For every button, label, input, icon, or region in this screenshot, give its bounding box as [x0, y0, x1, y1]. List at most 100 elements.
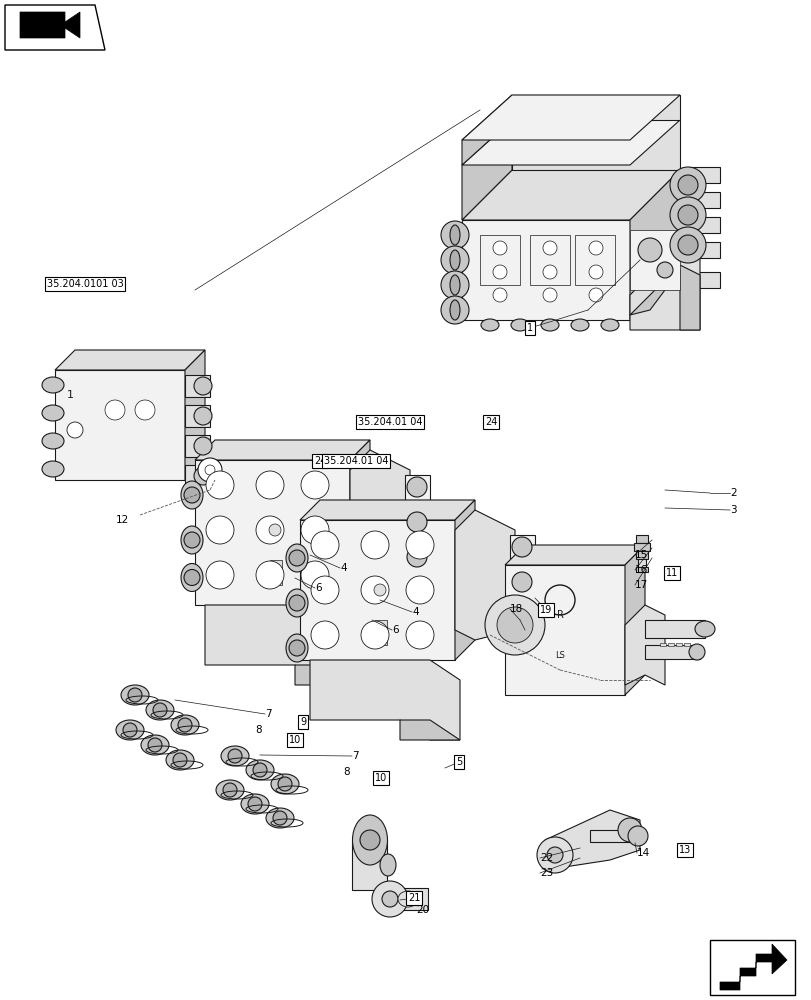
Circle shape — [371, 881, 407, 917]
Ellipse shape — [600, 319, 618, 331]
Circle shape — [194, 377, 212, 395]
Text: 15: 15 — [634, 550, 647, 560]
Ellipse shape — [146, 700, 174, 720]
Circle shape — [277, 777, 292, 791]
Bar — [270, 560, 281, 585]
Text: 8: 8 — [255, 725, 261, 735]
Bar — [351, 840, 387, 890]
Circle shape — [311, 576, 338, 604]
Circle shape — [440, 221, 469, 249]
Circle shape — [223, 783, 237, 797]
Polygon shape — [195, 440, 370, 460]
Polygon shape — [512, 95, 679, 120]
Polygon shape — [461, 170, 679, 220]
Circle shape — [588, 265, 603, 279]
Polygon shape — [350, 450, 410, 585]
Bar — [637, 559, 646, 567]
Circle shape — [255, 471, 284, 499]
Bar — [689, 272, 719, 288]
Bar — [574, 235, 614, 285]
Circle shape — [361, 531, 388, 559]
Polygon shape — [504, 565, 624, 695]
Text: 22: 22 — [539, 853, 552, 863]
Ellipse shape — [480, 319, 499, 331]
Circle shape — [178, 718, 191, 732]
Circle shape — [289, 640, 305, 656]
Ellipse shape — [221, 746, 249, 766]
Text: 4: 4 — [340, 563, 346, 573]
Ellipse shape — [171, 715, 199, 735]
Circle shape — [228, 749, 242, 763]
Circle shape — [194, 437, 212, 455]
Circle shape — [669, 227, 705, 263]
Circle shape — [406, 621, 433, 649]
Ellipse shape — [449, 275, 460, 295]
Polygon shape — [512, 120, 679, 170]
Ellipse shape — [216, 780, 243, 800]
Text: 35.204.0101 03: 35.204.0101 03 — [46, 279, 123, 289]
Circle shape — [198, 458, 221, 482]
Ellipse shape — [449, 250, 460, 270]
Circle shape — [128, 688, 142, 702]
Circle shape — [152, 703, 167, 717]
Ellipse shape — [181, 526, 203, 554]
Text: 23: 23 — [539, 868, 552, 878]
Polygon shape — [629, 170, 679, 320]
Polygon shape — [454, 510, 514, 640]
Text: 10: 10 — [289, 735, 301, 745]
Circle shape — [148, 738, 162, 752]
Text: 6: 6 — [392, 625, 398, 635]
Circle shape — [255, 516, 284, 544]
Circle shape — [204, 465, 215, 475]
Polygon shape — [195, 460, 350, 605]
Circle shape — [105, 400, 125, 420]
Circle shape — [512, 572, 531, 592]
Ellipse shape — [181, 564, 203, 591]
Ellipse shape — [397, 891, 418, 907]
Circle shape — [677, 175, 697, 195]
Text: 1: 1 — [526, 323, 532, 333]
Circle shape — [406, 576, 433, 604]
Ellipse shape — [285, 544, 307, 572]
Circle shape — [669, 197, 705, 233]
Text: LS: LS — [555, 650, 564, 660]
Circle shape — [543, 288, 556, 302]
Bar — [405, 475, 430, 500]
Polygon shape — [204, 605, 354, 685]
Ellipse shape — [271, 774, 298, 794]
Circle shape — [492, 241, 506, 255]
Circle shape — [301, 516, 328, 544]
Ellipse shape — [570, 319, 588, 331]
Circle shape — [194, 467, 212, 485]
Ellipse shape — [285, 634, 307, 662]
Bar — [709, 940, 794, 995]
Bar — [185, 375, 210, 397]
Circle shape — [656, 262, 672, 278]
Bar — [405, 545, 430, 570]
Polygon shape — [310, 660, 460, 740]
Circle shape — [669, 167, 705, 203]
Circle shape — [440, 296, 469, 324]
Circle shape — [301, 471, 328, 499]
Ellipse shape — [121, 685, 148, 705]
Circle shape — [361, 576, 388, 604]
Bar — [689, 242, 719, 258]
Bar — [509, 605, 534, 630]
Polygon shape — [400, 720, 460, 740]
Text: 8: 8 — [342, 767, 350, 777]
Circle shape — [247, 797, 262, 811]
Bar — [659, 643, 665, 646]
Circle shape — [492, 265, 506, 279]
Ellipse shape — [42, 377, 64, 393]
Text: 9: 9 — [299, 717, 306, 727]
Polygon shape — [629, 265, 699, 330]
Text: 2: 2 — [729, 488, 736, 498]
Polygon shape — [504, 545, 644, 565]
Bar — [479, 235, 519, 285]
Polygon shape — [454, 500, 474, 660]
Circle shape — [122, 723, 137, 737]
Text: 7: 7 — [351, 751, 358, 761]
Polygon shape — [461, 120, 512, 220]
Circle shape — [484, 595, 544, 655]
Ellipse shape — [246, 760, 273, 780]
